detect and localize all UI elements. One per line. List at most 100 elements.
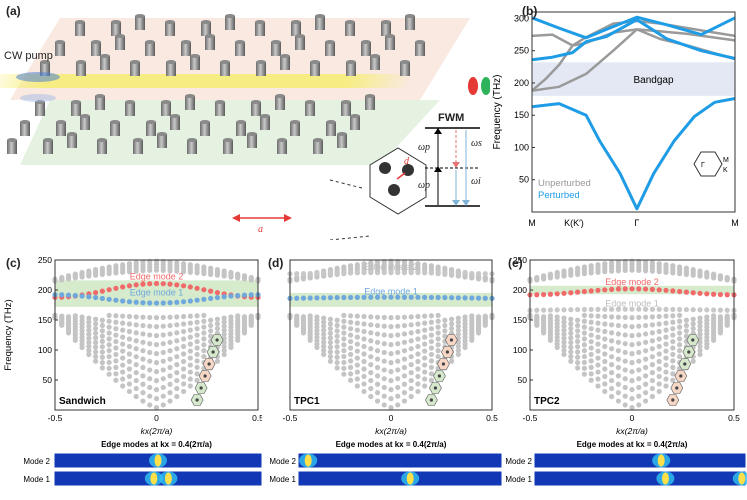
bulk-band-point bbox=[670, 371, 676, 377]
cylinder-rod bbox=[361, 42, 371, 56]
cylinder-rod bbox=[236, 122, 246, 136]
cylinder-rod bbox=[215, 102, 225, 116]
cylinder-top bbox=[187, 138, 197, 142]
bulk-band-point bbox=[595, 383, 601, 389]
edge-mode-point bbox=[636, 286, 642, 292]
bulk-band-point bbox=[575, 328, 581, 334]
edge-mode-point bbox=[208, 288, 214, 294]
bulk-band-point bbox=[294, 313, 300, 319]
bulk-band-point bbox=[99, 344, 105, 350]
bulk-band-point bbox=[408, 385, 414, 392]
bulk-band-point bbox=[160, 341, 166, 347]
bulk-band-point bbox=[361, 336, 367, 342]
bulk-band-point bbox=[214, 325, 220, 332]
bulk-band-point bbox=[133, 362, 139, 368]
bulk-band-point bbox=[348, 326, 354, 332]
bulk-band-point bbox=[368, 338, 374, 344]
bulk-band-point bbox=[670, 338, 676, 345]
bulk-band-point bbox=[194, 313, 200, 319]
bulk-band-point bbox=[208, 322, 214, 329]
bulk-band-point bbox=[401, 331, 408, 337]
bulk-band-point bbox=[636, 323, 642, 329]
cylinder-top bbox=[346, 60, 356, 64]
bulk-band-point bbox=[374, 398, 381, 404]
bulk-band-point bbox=[575, 365, 581, 371]
upper-band-point bbox=[704, 274, 710, 280]
bulk-band-point bbox=[602, 381, 608, 387]
cylinder-rod bbox=[405, 16, 415, 30]
bulk-band-point bbox=[629, 333, 635, 339]
bulk-band-point bbox=[629, 378, 635, 384]
edge-mode-point bbox=[588, 288, 594, 294]
bulk-band-point bbox=[643, 356, 649, 362]
cylinder-rod bbox=[205, 36, 215, 50]
cylinder-rod bbox=[130, 62, 140, 76]
bulk-band-point bbox=[442, 328, 448, 334]
bulk-band-point bbox=[93, 330, 99, 336]
bulk-band-point bbox=[609, 362, 615, 368]
bulk-band-point bbox=[422, 327, 428, 333]
bulk-band-point bbox=[381, 349, 387, 356]
cylinder-rod bbox=[400, 62, 410, 76]
bulk-band-point bbox=[541, 314, 547, 320]
cylinder-top bbox=[271, 40, 281, 44]
upper-band-point bbox=[248, 277, 254, 283]
bulk-band-point bbox=[174, 354, 180, 360]
cylinder-top bbox=[205, 34, 215, 38]
bulk-band-point bbox=[534, 313, 540, 319]
bulk-band-point bbox=[643, 390, 649, 396]
edge-mode-point bbox=[374, 270, 381, 276]
bulk-band-point bbox=[575, 344, 581, 350]
upper-band-point bbox=[609, 268, 615, 274]
cylinder-rod bbox=[350, 116, 360, 130]
upper-band-point bbox=[677, 271, 683, 277]
cylinder-rod bbox=[295, 36, 305, 50]
edge-mode-label: Edge mode 1 bbox=[364, 286, 418, 296]
y-tick-label: 100 bbox=[38, 345, 52, 355]
edge-mode-caption: Edge modes at kx = 0.4(2π/a) bbox=[101, 440, 212, 449]
cylinder-top bbox=[255, 20, 265, 24]
cylinder-rod bbox=[67, 134, 77, 148]
bulk-band-point bbox=[629, 342, 635, 348]
bulk-band-point bbox=[656, 328, 662, 335]
bulk-band-point bbox=[588, 358, 594, 364]
bulk-band-point bbox=[670, 319, 676, 325]
bulk-band-point bbox=[140, 398, 146, 404]
edge-mode-point bbox=[221, 294, 227, 300]
bulk-band-point bbox=[615, 373, 621, 379]
bulk-band-point bbox=[140, 322, 146, 329]
bulk-band-point bbox=[187, 348, 193, 354]
inset-rod bbox=[687, 350, 691, 354]
edge-mode-point bbox=[455, 295, 461, 301]
panel-c: Edge mode 2 Edge mode 1 50 100 150 200 250 -0.5… bbox=[0, 250, 264, 495]
bulk-band-point bbox=[595, 376, 601, 382]
bulk-band-point bbox=[93, 321, 99, 327]
field-hotspot bbox=[164, 472, 172, 485]
bulk-band-point bbox=[140, 373, 146, 379]
edge-mode-point bbox=[180, 283, 187, 289]
edge-mode-point bbox=[294, 295, 300, 301]
edge-mode-point bbox=[656, 306, 662, 312]
bulk-band-point bbox=[341, 365, 347, 371]
bulk-band-point bbox=[609, 354, 615, 360]
bulk-band-point bbox=[575, 354, 581, 360]
edge-mode-point bbox=[547, 307, 553, 313]
bulk-band-point bbox=[327, 321, 333, 327]
bulk-band-point bbox=[341, 353, 347, 360]
bulk-band-point bbox=[327, 339, 333, 346]
edge-mode-point bbox=[649, 306, 655, 312]
cylinder-rod bbox=[256, 62, 266, 76]
cylinder-rod bbox=[56, 122, 66, 136]
cylinder-top bbox=[381, 20, 391, 24]
bulk-band-point bbox=[561, 319, 567, 325]
bulk-band-point bbox=[629, 360, 635, 366]
bulk-band-point bbox=[649, 354, 655, 360]
upper-band-point bbox=[670, 270, 676, 276]
bulk-band-point bbox=[588, 338, 594, 345]
bulk-band-point bbox=[167, 331, 173, 337]
bulk-band-point bbox=[147, 314, 153, 321]
bulk-band-point bbox=[408, 330, 414, 336]
signal-arrow-head bbox=[452, 162, 460, 168]
bulk-band-point bbox=[174, 362, 180, 368]
inset-rod bbox=[671, 398, 675, 402]
